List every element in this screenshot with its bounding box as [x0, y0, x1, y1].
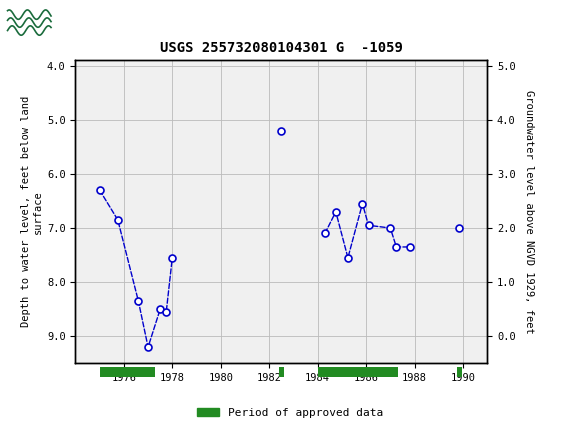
Bar — [279, 367, 284, 377]
Y-axis label: Depth to water level, feet below land
surface: Depth to water level, feet below land su… — [21, 96, 43, 327]
Bar — [318, 367, 397, 377]
Bar — [457, 367, 462, 377]
Bar — [100, 367, 155, 377]
Y-axis label: Groundwater level above NGVD 1929, feet: Groundwater level above NGVD 1929, feet — [524, 90, 534, 334]
FancyBboxPatch shape — [5, 4, 54, 41]
Title: USGS 255732080104301 G  -1059: USGS 255732080104301 G -1059 — [160, 41, 403, 55]
Text: USGS: USGS — [61, 12, 121, 31]
Legend: Period of approved data: Period of approved data — [193, 403, 387, 422]
